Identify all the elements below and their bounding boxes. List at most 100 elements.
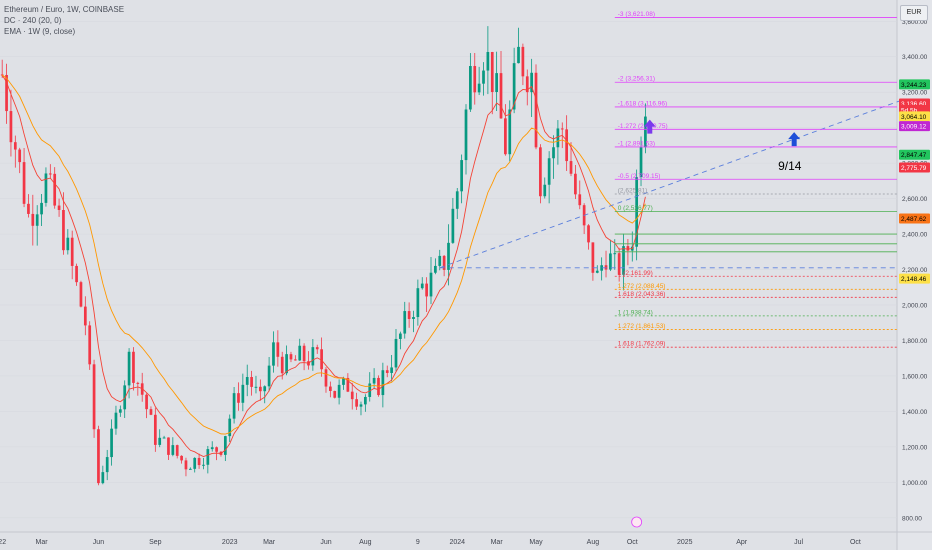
candle-body: [613, 253, 617, 255]
y-tick-label: 3,600.00: [902, 19, 928, 26]
candle-body: [477, 83, 481, 93]
price-tag-label: 3,064.10: [901, 114, 927, 121]
candle-body: [539, 147, 542, 197]
candle-body: [302, 345, 306, 362]
candle-body: [311, 347, 315, 366]
candle-body: [552, 147, 555, 159]
y-tick-label: 2,600.00: [902, 196, 928, 203]
x-tick-label: Aug: [587, 539, 600, 546]
y-tick-label: 1,200.00: [902, 444, 928, 451]
price-tag-bg: [899, 213, 930, 224]
candle-body: [315, 347, 319, 350]
y-tick-label: 2,400.00: [902, 232, 928, 239]
candle-body: [346, 377, 350, 392]
candle-body: [105, 457, 109, 473]
candle-body: [27, 203, 30, 214]
candle-body: [350, 391, 354, 400]
x-tick-label: Aug: [359, 539, 372, 546]
candle-body: [385, 370, 389, 373]
x-tick-label: Sep: [149, 539, 162, 546]
candle-body: [442, 255, 446, 270]
candle-body: [644, 116, 647, 148]
trend-dashed-line: [439, 100, 900, 269]
candle-body: [118, 409, 122, 413]
candle-body: [324, 369, 328, 387]
candle-body: [272, 342, 275, 366]
candle-body: [66, 237, 70, 251]
candle-body: [617, 253, 621, 275]
candle-body: [114, 412, 118, 429]
candle-body: [600, 265, 604, 271]
candle-body: [626, 246, 630, 251]
candle-body: [399, 333, 402, 339]
candle-body: [560, 128, 564, 130]
candle-body: [434, 265, 437, 273]
candle-body: [285, 354, 288, 374]
candle-body: [83, 306, 87, 326]
candle-body: [591, 242, 595, 273]
candle-body: [574, 173, 577, 195]
fib-level-label: -2 (3,256.31): [618, 76, 655, 83]
candle-body: [276, 342, 280, 357]
candle-body: [5, 74, 8, 112]
y-tick-label: 1,000.00: [902, 480, 928, 487]
x-tick-label: 2023: [222, 539, 238, 546]
candle-body: [193, 457, 197, 469]
candle-body: [289, 354, 293, 360]
price-tag-label: 3,136.60: [901, 101, 927, 108]
candle-body: [202, 464, 205, 466]
candle-body: [40, 202, 43, 215]
candle-body: [543, 184, 547, 197]
candle-body: [298, 345, 302, 361]
date-annotation: 9/14: [778, 159, 802, 173]
x-tick-label: 2024: [449, 539, 465, 546]
candle-body: [355, 399, 358, 407]
price-tag-label: 2,847.47: [901, 152, 927, 159]
candle-body: [407, 311, 411, 319]
candle-body: [460, 160, 463, 192]
candle-body: [438, 255, 442, 266]
candle-body: [486, 51, 490, 71]
candle-body: [293, 359, 297, 361]
candle-body: [381, 370, 385, 396]
candle-body: [569, 161, 573, 174]
candle-body: [329, 386, 332, 391]
candle-body: [167, 437, 170, 455]
y-tick-label: 3,400.00: [902, 54, 928, 61]
candle-body: [609, 253, 612, 270]
candle-body: [197, 457, 201, 466]
candle-body: [263, 386, 267, 392]
candle-body: [420, 283, 424, 289]
fib-level-label: -1.272 (2,990.75): [618, 123, 668, 130]
candle-body: [508, 109, 512, 155]
candle-body: [215, 447, 218, 452]
candle-body: [254, 386, 258, 388]
candle-body: [110, 428, 113, 458]
currency-button[interactable]: EUR: [900, 5, 928, 21]
x-tick-label: 2025: [677, 539, 693, 546]
y-tick-label: 3,200.00: [902, 90, 928, 97]
fib-level-label: 1.618 (1,762.09): [618, 341, 666, 348]
candle-body: [18, 149, 22, 163]
candle-body: [504, 118, 507, 155]
candle-body: [403, 311, 407, 334]
fib-level-label: 1 (2,161.99): [618, 270, 653, 277]
candle-body: [490, 51, 494, 93]
candle-body: [525, 76, 529, 93]
candle-body: [337, 384, 341, 398]
candle-body: [547, 158, 551, 185]
chart-legend: Ethereum / Euro, 1W, COINBASE DC · 240 (…: [4, 4, 124, 37]
ema-indicator-label: EMA · 1W (9, close): [4, 27, 76, 36]
y-tick-label: 2,200.00: [902, 267, 928, 274]
candle-body: [473, 66, 477, 93]
price-tag-bg: [899, 79, 930, 90]
candle-body: [482, 70, 485, 84]
y-tick-label: 800.00: [902, 515, 922, 522]
fib-level-label: 1.272 (2,088.45): [618, 283, 666, 290]
candle-body: [44, 173, 48, 203]
fib-level-label: 1.272 (1,861.53): [618, 323, 666, 330]
candle-body: [97, 429, 100, 484]
candle-body: [521, 46, 525, 77]
candle-body: [556, 128, 560, 148]
